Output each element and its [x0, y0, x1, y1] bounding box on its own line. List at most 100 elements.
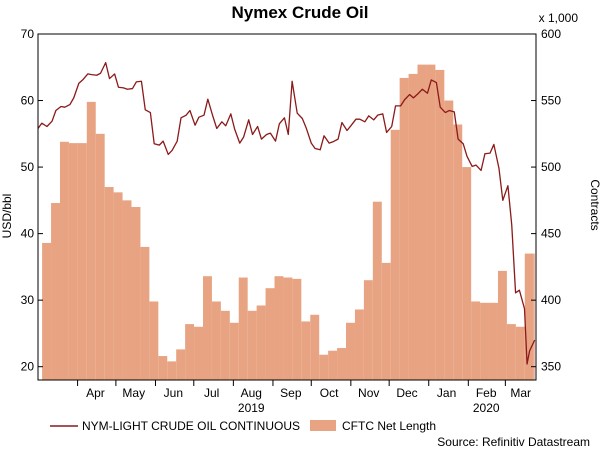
right-axis-tick-label: 400 [541, 293, 561, 307]
cftc-bar [42, 242, 52, 380]
left-axis-tick-label: 40 [21, 227, 35, 241]
cftc-bar [256, 305, 266, 380]
right-axis-tick-label: 450 [541, 227, 561, 241]
chart-title: Nymex Crude Oil [232, 3, 369, 22]
cftc-bar [59, 141, 69, 380]
x-axis-month-label: Jun [164, 386, 183, 400]
cftc-bar [185, 324, 195, 380]
cftc-bar [372, 201, 382, 380]
cftc-bar [328, 350, 338, 380]
cftc-bar [381, 262, 391, 380]
cftc-bar [426, 64, 436, 381]
cftc-bar [310, 314, 320, 380]
line-series-crude-oil [37, 61, 536, 365]
x-axis-month-label: Dec [396, 386, 417, 400]
cftc-bar [211, 301, 221, 380]
cftc-bar [444, 100, 454, 380]
cftc-bar [292, 278, 302, 380]
cftc-bar [104, 187, 114, 380]
cftc-bar [229, 322, 239, 380]
right-y-axis: 350 400 450 500 550 600 [531, 27, 561, 374]
x-axis-month-label: May [122, 386, 145, 400]
cftc-bar [86, 101, 96, 381]
cftc-bar [337, 348, 347, 380]
cftc-bar [506, 324, 516, 380]
right-axis-tick-label: 350 [541, 360, 561, 374]
cftc-bar [363, 280, 373, 380]
cftc-bar [471, 301, 481, 380]
x-axis-year-label: 2020 [473, 401, 500, 415]
cftc-bar [435, 69, 445, 381]
cftc-bar [354, 309, 364, 380]
x-axis-month-label: Jul [204, 386, 219, 400]
right-axis-tick-label: 550 [541, 94, 561, 108]
cftc-bar [283, 277, 293, 380]
cftc-bar [408, 73, 418, 381]
cftc-bar [274, 276, 284, 380]
cftc-bar [203, 276, 212, 380]
left-axis-label: USD/bbl [0, 194, 14, 239]
cftc-bar [77, 143, 87, 380]
cftc-bar [346, 322, 355, 380]
cftc-bar [390, 129, 400, 380]
cftc-bar [51, 203, 60, 380]
cftc-bar [238, 277, 248, 380]
plot-frame [37, 33, 537, 381]
cftc-bar [167, 361, 177, 380]
cftc-bar [453, 124, 463, 381]
legend-bar-label: CFTC Net Length [342, 419, 436, 433]
cftc-bar [149, 301, 159, 380]
x-axis: Apr May Jun Jul Aug Sep Oct Nov Dec Jan Feb Mar 2019… [77, 380, 531, 415]
right-axis-tick-label: 600 [541, 27, 561, 41]
cftc-bar [220, 310, 230, 380]
right-axis-unit-note: x 1,000 [539, 11, 579, 25]
cftc-bar [131, 207, 141, 380]
cftc-bar [194, 326, 203, 380]
cftc-bar [113, 192, 123, 380]
cftc-bar [140, 246, 150, 380]
cftc-bar [301, 321, 311, 380]
cftc-bar [68, 143, 78, 380]
left-axis-tick-label: 70 [21, 27, 35, 41]
x-axis-month-label: Sep [280, 386, 302, 400]
cftc-bar [176, 349, 186, 380]
right-axis-label: Contracts [588, 179, 600, 230]
x-axis-month-label: Jan [437, 386, 456, 400]
right-axis-tick-label: 500 [541, 160, 561, 174]
left-axis-tick-label: 30 [21, 293, 35, 307]
legend-bar-swatch [310, 420, 336, 431]
left-axis-tick-label: 60 [21, 94, 35, 108]
x-axis-month-label: Nov [358, 386, 379, 400]
x-axis-month-label: Feb [476, 386, 497, 400]
cftc-bar [515, 326, 525, 380]
cftc-bar [524, 253, 534, 380]
left-axis-tick-label: 20 [21, 360, 35, 374]
crude-oil-price-line [37, 61, 536, 365]
cftc-bar [533, 253, 535, 380]
cftc-bar [122, 200, 132, 380]
legend: NYM-LIGHT CRUDE OIL CONTINUOUS CFTC Net … [50, 419, 436, 433]
x-axis-year-label: 2019 [238, 401, 265, 415]
cftc-bar [417, 64, 427, 381]
cftc-bar [489, 302, 498, 380]
cftc-bar [319, 354, 329, 380]
cftc-bar [497, 270, 507, 380]
legend-line-label: NYM-LIGHT CRUDE OIL CONTINUOUS [82, 419, 300, 433]
bar-series-cftc [42, 64, 535, 381]
cftc-bar [399, 77, 409, 381]
cftc-bar [265, 288, 275, 380]
x-axis-month-label: Oct [320, 386, 339, 400]
left-y-axis: 20 30 40 50 60 70 [21, 27, 43, 374]
cftc-bar [247, 310, 257, 380]
x-axis-month-label: Apr [86, 386, 105, 400]
x-axis-month-label: Mar [510, 386, 531, 400]
cftc-bar [158, 356, 168, 380]
x-axis-month-label: Aug [241, 386, 262, 400]
source-note: Source: Refinitiv Datastream [437, 435, 590, 449]
cftc-bar [462, 167, 472, 380]
cftc-bar [480, 302, 490, 380]
cftc-bar [95, 133, 105, 380]
left-axis-tick-label: 50 [21, 160, 35, 174]
